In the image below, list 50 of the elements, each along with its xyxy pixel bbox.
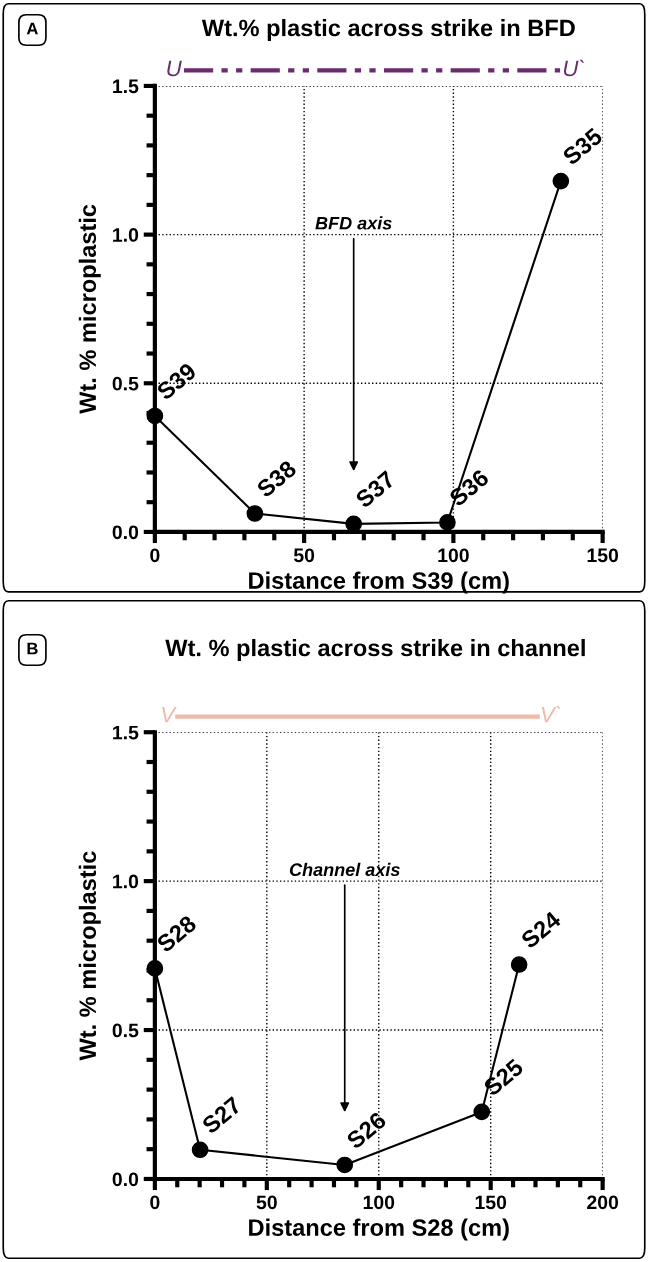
annotation: BFD axis xyxy=(315,216,392,230)
point xyxy=(336,1156,354,1174)
annotation: S36 xyxy=(448,468,490,508)
y-tick-label: 0.0 xyxy=(112,525,139,540)
y-tick-label: 1.5 xyxy=(113,725,139,740)
x-tick-label: 100 xyxy=(363,1195,395,1210)
y-tick-label: 1.0 xyxy=(113,874,139,889)
annotation: S27 xyxy=(200,1095,243,1135)
x-tick-label: 200 xyxy=(587,1195,619,1210)
annotation: S35 xyxy=(561,127,604,166)
point xyxy=(552,172,570,190)
y-tick-label: 0.0 xyxy=(112,1172,139,1187)
text: V xyxy=(162,707,177,723)
text: U xyxy=(167,60,182,77)
annotation: S24 xyxy=(519,910,563,950)
x-tick-label: 100 xyxy=(438,548,469,563)
point xyxy=(146,407,164,425)
y-tick-label: 1.5 xyxy=(113,79,139,94)
x-tick-label: 150 xyxy=(475,1195,507,1210)
text: A xyxy=(26,22,38,35)
y-axis-title: Wt. % microplastic xyxy=(78,204,101,414)
y-tick-label: 0.5 xyxy=(112,1023,139,1038)
annotation: S38 xyxy=(255,459,298,499)
x-tick-label: 0 xyxy=(150,1195,160,1210)
point xyxy=(510,956,528,973)
x-tick-label: 150 xyxy=(587,548,619,563)
annotation: Channel axis xyxy=(289,862,400,877)
x-tick-label: 50 xyxy=(256,1195,277,1210)
y-tick-label: 1.0 xyxy=(113,228,139,242)
point xyxy=(439,514,456,531)
annotation: S39 xyxy=(155,362,198,401)
annotation: S26 xyxy=(345,1111,388,1150)
annotation: S28 xyxy=(155,914,198,954)
annotation: S25 xyxy=(482,1057,525,1097)
x-tick-label: 50 xyxy=(293,548,315,563)
text: U` xyxy=(564,59,584,77)
chart-title: Wt. % plastic across strike in channel xyxy=(165,638,585,661)
point xyxy=(246,505,264,522)
x-axis-title: Distance from S28 (cm) xyxy=(249,1218,509,1241)
point xyxy=(146,960,164,977)
y-axis-title: Wt. % microplastic xyxy=(78,851,101,1061)
point xyxy=(473,1103,491,1121)
x-axis-title: Distance from S39 (cm) xyxy=(249,571,509,594)
y-tick-label: 0.5 xyxy=(112,376,139,391)
point xyxy=(191,1141,209,1159)
annotation: S37 xyxy=(354,470,396,509)
x-tick-label: 0 xyxy=(150,548,160,563)
text: V` xyxy=(541,705,561,723)
text: B xyxy=(27,642,38,655)
chart-title: Wt.% plastic across strike in BFD xyxy=(201,19,575,41)
